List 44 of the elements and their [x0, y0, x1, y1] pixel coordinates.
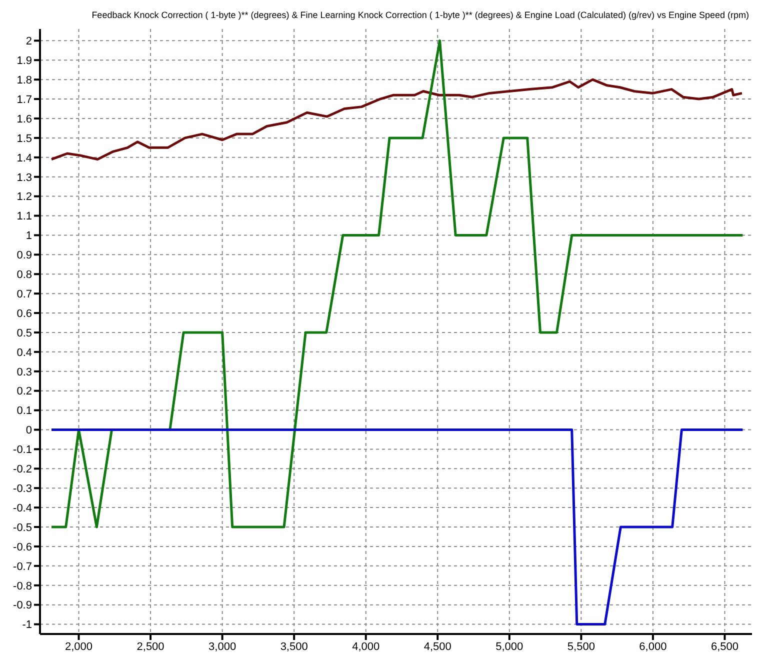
x-tick-label: 2,500: [136, 640, 164, 653]
y-tick-label: -0.7: [13, 560, 32, 573]
y-tick-label: 0.1: [16, 405, 32, 418]
y-tick-label: -0.3: [13, 483, 32, 496]
y-tick-label: 1.3: [16, 172, 32, 184]
y-tick-label: 1.4: [16, 152, 32, 164]
y-tick-label: -0.4: [13, 502, 32, 514]
y-tick-label: -0.6: [13, 541, 32, 554]
y-tick-label: 0.7: [16, 288, 32, 300]
y-tick-label: 0.5: [16, 327, 32, 340]
y-tick-label: -0.9: [13, 600, 32, 612]
y-tick-label: -0.2: [13, 464, 32, 476]
y-tick-label: 1.8: [16, 74, 32, 86]
y-tick-label: 0.8: [16, 269, 32, 282]
y-tick-label: -0.5: [13, 522, 32, 534]
x-tick-label: 5,500: [567, 640, 595, 653]
x-tick-label: 4,000: [352, 640, 380, 653]
line-series: [50, 39, 744, 528]
y-tick-label: -0.8: [13, 580, 32, 592]
x-tick-label: 5,000: [496, 640, 524, 653]
x-tick-label: 3,000: [208, 640, 236, 653]
chart-title: Feedback Knock Correction ( 1-byte )** (degrees) & Fine Learning Knock Correction ( 1-byte )** (degrees) & Engine Load (Calculated) (g/rev) vs Engine Speed (rpm): [92, 10, 749, 20]
y-tick-label: 0: [26, 424, 32, 437]
y-tick-label: 0.3: [16, 366, 32, 378]
y-tick-label: -1: [22, 619, 32, 632]
y-tick-label: 1.5: [16, 132, 32, 145]
x-tick-label: 4,500: [424, 640, 452, 653]
y-tick-label: -0.1: [13, 444, 32, 456]
y-tick-label: 0.4: [16, 346, 32, 359]
y-tick-label: 1.1: [16, 210, 32, 223]
y-tick-label: 1.7: [16, 94, 32, 106]
y-tick-label: 1.6: [16, 113, 32, 126]
line-series: [50, 78, 744, 161]
y-tick-label: 1: [26, 230, 32, 242]
x-tick-label: 6,500: [710, 640, 738, 653]
y-tick-label: 1.9: [16, 55, 32, 68]
y-tick-label: 0.9: [16, 250, 32, 262]
x-tick-label: 6,000: [639, 640, 667, 653]
y-tick-label: 0.2: [16, 386, 32, 398]
x-tick-label: 2,000: [64, 640, 93, 653]
y-tick-label: 1.2: [16, 191, 32, 204]
y-tick-label: 2: [26, 36, 32, 48]
y-tick-label: 0.6: [16, 308, 32, 320]
x-tick-label: 3,500: [280, 640, 308, 653]
